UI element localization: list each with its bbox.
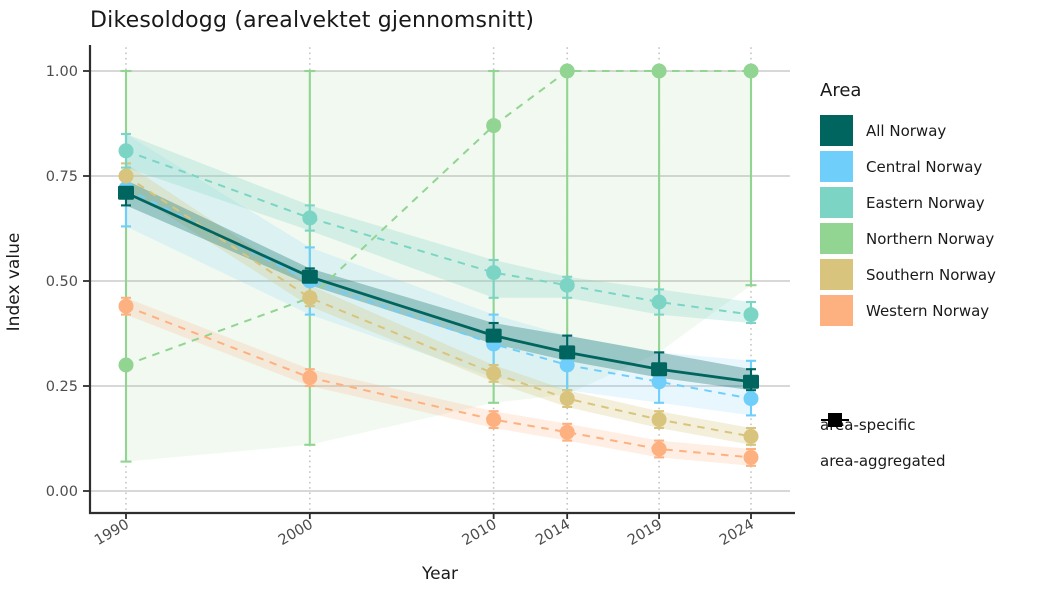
x-tick-label: 2024 [717, 517, 757, 549]
line-all-norway [125, 191, 752, 384]
legend-row-southern-norway: Southern Norway [820, 259, 1045, 290]
data-point-circle [651, 412, 667, 428]
area-legend: Area All Norway Central Norway Eastern Nor… [820, 80, 1045, 331]
data-point-circle [302, 210, 318, 226]
data-point-circle [559, 277, 575, 293]
data-point-square [301, 269, 318, 284]
data-point-circle [651, 63, 667, 79]
data-point-circle [743, 449, 759, 465]
x-tick-label: 2000 [276, 517, 316, 549]
data-point-square [485, 328, 502, 343]
data-point-circle [118, 143, 134, 159]
axes [83, 45, 795, 519]
ribbon-all-norway [126, 180, 751, 391]
line-eastern-norway [125, 149, 752, 316]
ribbon-western-norway [126, 297, 751, 466]
data-point-circle [486, 365, 502, 381]
data-point-square [118, 185, 134, 200]
legend-swatch-central-norway [820, 151, 853, 182]
line-northern-norway [125, 70, 751, 366]
y-tick-label: 0.00 [46, 484, 78, 500]
series-southern-norway [118, 168, 759, 444]
legend-row-northern-norway: Northern Norway [820, 223, 1045, 254]
h-gridlines [90, 70, 790, 492]
legend-label: Eastern Norway [866, 193, 985, 212]
ribbon-central-norway [126, 134, 751, 416]
y-tick-label: 0.75 [46, 169, 78, 185]
square-marker-icon [821, 413, 849, 427]
data-point-circle [486, 265, 502, 281]
line-southern-norway [125, 175, 752, 438]
x-axis-label: Year [422, 564, 458, 584]
legend-row-central-norway: Central Norway [820, 151, 1045, 182]
area-legend-title: Area [820, 80, 862, 101]
data-point-circle [486, 412, 502, 428]
data-point-circle [743, 391, 759, 407]
data-point-square [743, 374, 759, 389]
data-point-circle [559, 424, 575, 440]
line-central-norway [125, 187, 752, 400]
area-legend-rows: All Norway Central Norway Eastern Norway No… [820, 115, 1045, 326]
legend-row-eastern-norway: Eastern Norway [820, 187, 1045, 218]
legend-row-western-norway: Western Norway [820, 295, 1045, 326]
shape-label: area-aggregated [820, 452, 946, 470]
ribbon-southern-norway [126, 163, 751, 445]
ribbon-northern-norway [126, 71, 751, 462]
legend-swatch-western-norway [820, 295, 853, 326]
data-point-square [559, 345, 576, 360]
legend-label: Western Norway [866, 301, 990, 320]
data-point-circle [651, 294, 667, 310]
x-tick-label: 1990 [92, 517, 132, 549]
data-point-circle [743, 428, 759, 444]
data-point-circle [743, 63, 759, 79]
legend-label: Southern Norway [866, 265, 996, 284]
legend-swatch-all-norway [820, 115, 853, 146]
y-tick-label: 0.25 [46, 379, 78, 395]
data-point-circle [651, 374, 667, 390]
data-point-circle [118, 357, 134, 373]
shape-legend-rows: area-specific area-aggregated [820, 410, 1045, 476]
data-point-circle [302, 290, 318, 306]
data-point-circle [651, 441, 667, 457]
legend-label: All Norway [866, 121, 947, 140]
shape-row-area-aggregated: area-aggregated [820, 413, 1045, 476]
line-western-norway [125, 305, 752, 459]
data-point-circle [559, 391, 575, 407]
series-all-norway [118, 185, 759, 389]
x-tick-label: 2019 [625, 517, 665, 549]
data-point-circle [559, 63, 575, 79]
legend-swatch-eastern-norway [820, 187, 853, 218]
legend-swatch-northern-norway [820, 223, 853, 254]
shape-row-area-specific: area-specific [820, 410, 1045, 440]
data-point-square [651, 362, 668, 377]
x-tick-label: 2010 [460, 517, 500, 549]
legend-label: Central Norway [866, 157, 983, 176]
data-point-circle [559, 357, 575, 373]
series-western-norway [118, 298, 759, 465]
y-tick-label: 0.50 [46, 274, 78, 290]
legend-label: Northern Norway [866, 229, 995, 248]
chart-title: Dikesoldogg (arealvektet gjennomsnitt) [90, 8, 535, 33]
series-eastern-norway [118, 143, 759, 323]
data-point-circle [118, 298, 134, 314]
data-point-circle [118, 168, 134, 184]
y-tick-label: 1.00 [46, 64, 78, 80]
ribbons [126, 71, 751, 466]
ribbon-eastern-norway [126, 134, 751, 323]
shape-legend: area-specific area-aggregated [820, 410, 1045, 482]
x-tick-label: 2014 [533, 517, 573, 549]
data-point-circle [302, 370, 318, 386]
legend-row-all-norway: All Norway [820, 115, 1045, 146]
legend-swatch-southern-norway [820, 259, 853, 290]
data-point-circle [743, 307, 759, 323]
data-point-circle [486, 118, 502, 134]
